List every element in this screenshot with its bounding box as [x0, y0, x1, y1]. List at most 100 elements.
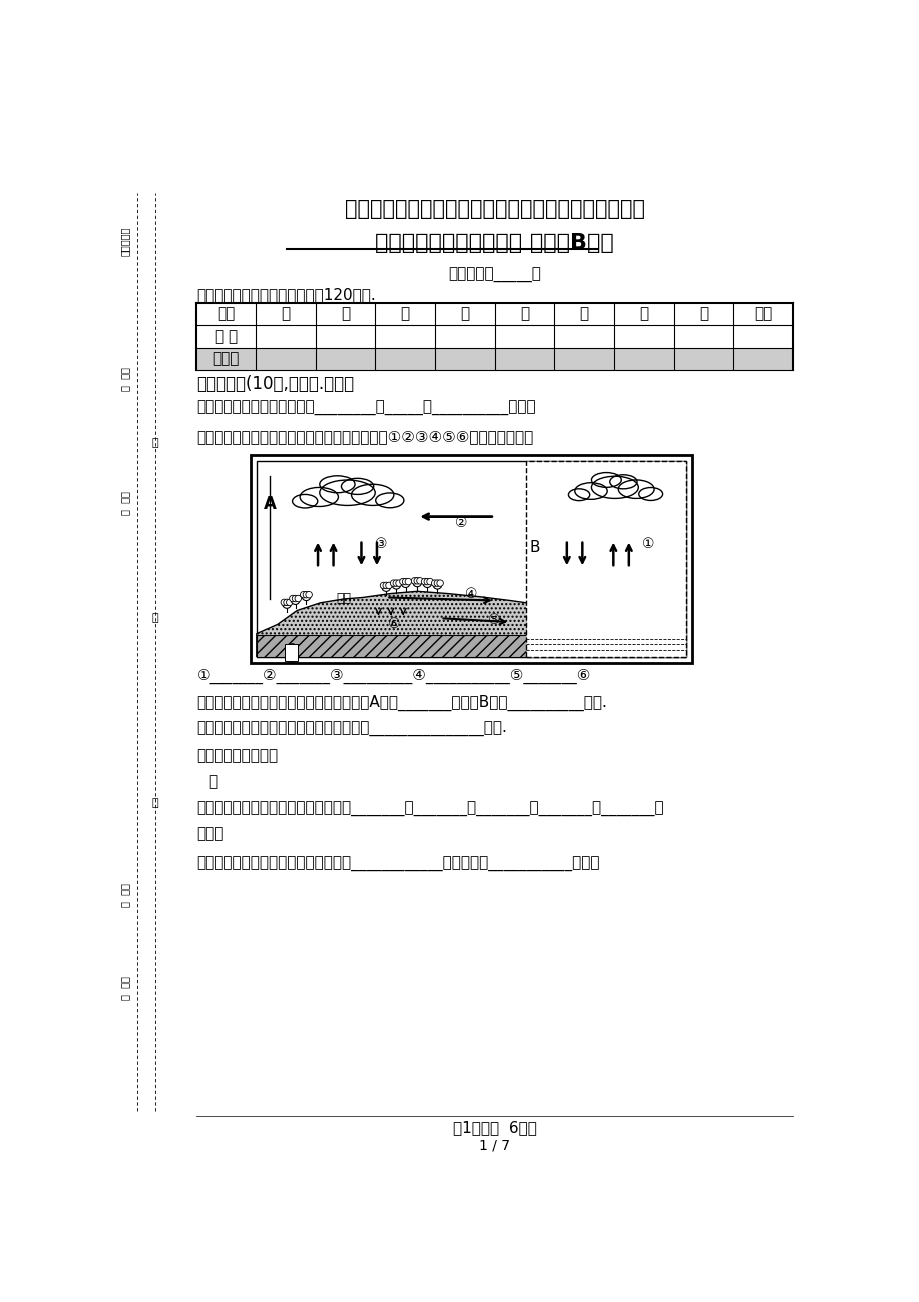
Text: ②: ② — [455, 516, 467, 530]
Text: 专  业：: 专 业： — [120, 884, 130, 907]
Text: 云南农业大学２０１５－２０１６学年一学期期末考试: 云南农业大学２０１５－２０１６学年一学期期末考试 — [345, 199, 644, 219]
Circle shape — [381, 583, 391, 591]
Ellipse shape — [618, 480, 653, 499]
Circle shape — [301, 591, 307, 598]
Circle shape — [292, 595, 299, 602]
Text: １、研究水文现象的方法包括________、_____、__________三类。: １、研究水文现象的方法包括________、_____、__________三类… — [196, 401, 536, 417]
Circle shape — [390, 579, 396, 586]
Text: ５、设计保证率是指: ５、设计保证率是指 — [196, 747, 278, 763]
Circle shape — [414, 578, 420, 585]
Text: ①_______②_______③_________④___________⑤_______⑥: ①_______②_______③_________④___________⑤_… — [196, 669, 590, 685]
Ellipse shape — [351, 484, 393, 505]
Text: ２、下图为自然界水循环示意图，请分别出填写①②③④⑤⑥表示的是什么。: ２、下图为自然界水循环示意图，请分别出填写①②③④⑤⑥表示的是什么。 — [196, 430, 533, 444]
Circle shape — [392, 579, 399, 586]
Text: 第1页（共  6页）: 第1页（共 6页） — [452, 1121, 536, 1135]
Text: B: B — [529, 540, 539, 555]
Polygon shape — [256, 591, 686, 656]
Circle shape — [413, 578, 421, 587]
Ellipse shape — [300, 487, 338, 506]
Circle shape — [281, 599, 288, 605]
Text: （课程代码_____）: （课程代码_____） — [448, 268, 540, 283]
Circle shape — [382, 582, 389, 589]
Ellipse shape — [375, 493, 403, 508]
Text: 本试题满分１００分，考试时间120分钟.: 本试题满分１００分，考试时间120分钟. — [196, 288, 376, 302]
Text: A: A — [263, 495, 276, 513]
Text: ⑤: ⑤ — [488, 613, 501, 626]
Circle shape — [433, 581, 441, 589]
Text: 地: 地 — [289, 641, 294, 651]
Circle shape — [431, 579, 437, 586]
Text: ３、按水文循环的规模和过程不同，上图中A表示_______循环、B表示__________循环.: ３、按水文循环的规模和过程不同，上图中A表示_______循环、B表示_____… — [196, 695, 607, 711]
Circle shape — [401, 579, 410, 587]
Circle shape — [385, 582, 391, 589]
Text: ６、河流沿水流方向，自上而下可分为_______、_______、_______、_______、_______、: ６、河流沿水流方向，自上而下可分为_______、_______、_______… — [196, 802, 664, 816]
Circle shape — [289, 595, 296, 602]
Text: 下: 下 — [289, 646, 294, 656]
Text: 七: 七 — [639, 306, 648, 322]
Circle shape — [395, 579, 402, 586]
Circle shape — [434, 579, 440, 586]
Text: 四: 四 — [460, 306, 469, 322]
Text: 线: 线 — [152, 798, 158, 809]
Text: 水: 水 — [289, 652, 294, 661]
Ellipse shape — [320, 480, 375, 505]
Ellipse shape — [292, 495, 317, 508]
Circle shape — [286, 599, 292, 605]
Ellipse shape — [568, 488, 589, 501]
Bar — [250, 454, 692, 663]
Bar — [196, 348, 792, 370]
Circle shape — [305, 591, 312, 598]
Ellipse shape — [591, 473, 620, 487]
Bar — [256, 461, 686, 656]
Bar — [525, 461, 686, 656]
Circle shape — [437, 579, 443, 586]
Circle shape — [424, 578, 430, 585]
Text: 1 / 7: 1 / 7 — [479, 1139, 510, 1152]
Text: 五段。: 五段。 — [196, 827, 223, 841]
Circle shape — [402, 578, 408, 585]
Circle shape — [283, 599, 290, 605]
Circle shape — [411, 578, 417, 585]
Text: 总分: 总分 — [754, 306, 772, 322]
Text: 密: 密 — [152, 437, 158, 448]
Text: 三: 三 — [401, 306, 409, 322]
Circle shape — [399, 578, 405, 585]
Circle shape — [282, 600, 291, 608]
Text: ４、在水文频率分析计算中，我国一般选用_______________曲线.: ４、在水文频率分析计算中，我国一般选用_______________曲线. — [196, 721, 506, 737]
Circle shape — [303, 591, 310, 598]
Circle shape — [380, 582, 386, 589]
Text: ③: ③ — [374, 536, 387, 551]
Text: 一: 一 — [281, 306, 290, 322]
Text: 六: 六 — [579, 306, 588, 322]
Circle shape — [391, 581, 401, 589]
Ellipse shape — [574, 483, 607, 500]
Text: 一、填空题(10分,每空０.５分）: 一、填空题(10分,每空０.５分） — [196, 375, 354, 393]
Ellipse shape — [638, 487, 662, 500]
Ellipse shape — [591, 477, 638, 499]
Text: 。: 。 — [208, 773, 217, 789]
Circle shape — [291, 596, 300, 604]
Text: ７、多年平均输沙量计算等于多年平均____________与多年平均___________之和。: ７、多年平均输沙量计算等于多年平均____________与多年平均______… — [196, 857, 599, 872]
Text: 题号: 题号 — [217, 306, 235, 322]
Bar — [285, 644, 298, 661]
Text: 得 分: 得 分 — [214, 329, 237, 344]
Text: 五: 五 — [519, 306, 528, 322]
Circle shape — [416, 578, 423, 585]
Text: 教学班号：: 教学班号： — [120, 227, 130, 255]
Text: 封: 封 — [152, 613, 158, 624]
Circle shape — [423, 579, 431, 587]
Text: ⑥: ⑥ — [387, 617, 400, 630]
Text: 阅卷人: 阅卷人 — [212, 352, 240, 366]
Text: 学  院：: 学 院： — [120, 976, 130, 1000]
Circle shape — [421, 578, 427, 585]
Circle shape — [301, 592, 311, 600]
Ellipse shape — [341, 478, 373, 495]
Text: ①: ① — [641, 536, 653, 551]
Ellipse shape — [609, 475, 636, 488]
Circle shape — [295, 595, 301, 602]
Text: 二: 二 — [341, 306, 350, 322]
Text: 甲河: 甲河 — [335, 591, 351, 604]
Ellipse shape — [320, 475, 355, 492]
Polygon shape — [256, 635, 686, 656]
Text: 学  号：: 学 号： — [120, 491, 130, 514]
